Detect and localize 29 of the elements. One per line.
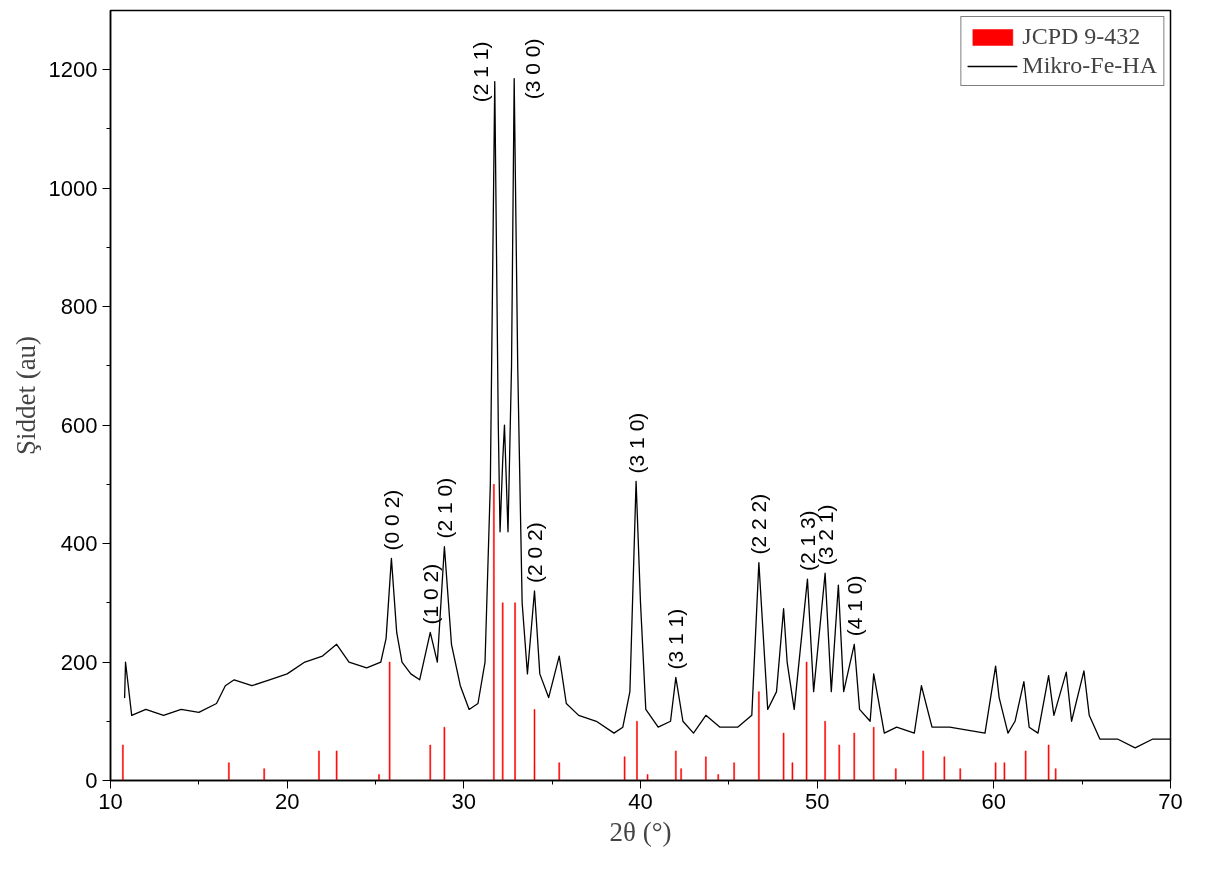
x-tick-label: 10 xyxy=(98,788,123,814)
y-tick-label: 1000 xyxy=(48,175,98,201)
y-tick-label: 400 xyxy=(60,531,98,557)
x-tick-label: 40 xyxy=(628,788,653,814)
annotation: (3 1 1) xyxy=(664,608,688,670)
annotation: (4 1 0) xyxy=(842,575,866,637)
annotation: (2 1 1) xyxy=(469,41,493,103)
annotation: (2 0 2) xyxy=(523,522,546,583)
legend-label: JCPD 9-432 xyxy=(1022,23,1141,50)
annotation: (2 1 0) xyxy=(432,477,456,539)
annotation: (3 1 0) xyxy=(624,412,648,474)
x-tick-label: 50 xyxy=(804,788,830,814)
y-tick-label: 1200 xyxy=(48,57,98,83)
x-tick-label: 70 xyxy=(1158,788,1183,814)
line-series xyxy=(123,77,1171,749)
annotation: (3 0 0) xyxy=(520,38,544,100)
annotation: (0 0 2) xyxy=(379,489,403,551)
y-tick-label: 600 xyxy=(60,412,98,438)
x-tick-label: 30 xyxy=(451,788,477,814)
y-tick-label: 800 xyxy=(60,294,98,320)
legend-label: Mikro-Fe-HA xyxy=(1022,52,1157,79)
x-tick-label: 20 xyxy=(274,788,300,814)
x-tick-label: 60 xyxy=(981,788,1007,814)
y-axis-title: Şiddet (au) xyxy=(10,335,41,456)
annotation: (2 2 2) xyxy=(747,493,771,555)
y-tick-label: 0 xyxy=(85,768,98,793)
annotation: (1 0 2) xyxy=(418,563,442,625)
x-axis-title: 2θ (°) xyxy=(609,816,672,847)
y-tick-label: 200 xyxy=(60,649,98,675)
